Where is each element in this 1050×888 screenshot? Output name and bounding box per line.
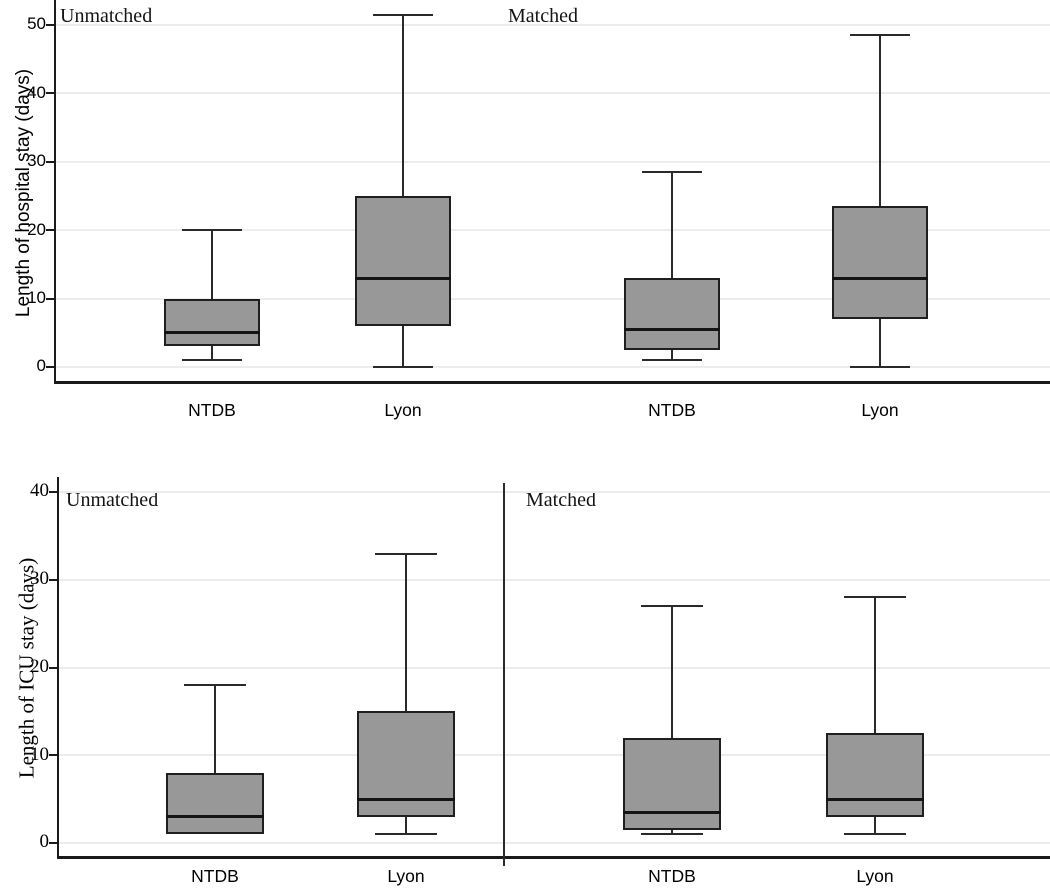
icu-gridline <box>59 491 1050 494</box>
hospital-y-tick-label: 40 <box>27 82 46 102</box>
icu-upper-whisker-cap <box>641 605 703 608</box>
icu-gridline <box>59 754 1050 757</box>
icu-lower-whisker-line <box>671 829 673 835</box>
hospital-y-tickmark <box>46 92 55 95</box>
hospital-gridline <box>56 160 1050 163</box>
hospital-lower-whisker-line <box>402 325 404 367</box>
hospital-upper-whisker-line <box>211 230 213 299</box>
icu-box-unmatched-ntdb <box>166 772 264 835</box>
hospital-upper-whisker-cap <box>182 229 242 232</box>
panel-label-matched-hospital: Matched <box>508 5 578 27</box>
panel-label-unmatched-hospital: Unmatched <box>60 5 153 27</box>
hospital-median-line <box>624 327 720 331</box>
icu-gridline <box>59 578 1050 581</box>
icu-gridline <box>59 666 1050 669</box>
hospital-y-tick-label: 30 <box>27 151 46 171</box>
hospital-y-tick-label: 20 <box>27 219 46 239</box>
icu-median-line <box>166 815 264 819</box>
hospital-y-tickmark <box>46 160 55 163</box>
icu-y-tickmark <box>49 754 58 757</box>
hospital-y-tickmark <box>46 229 55 232</box>
icu-upper-whisker-cap <box>184 684 246 687</box>
hospital-category-label: Lyon <box>384 400 422 420</box>
hospital-upper-whisker-cap <box>642 171 702 174</box>
icu-box-unmatched-lyon <box>357 711 455 817</box>
icu-upper-whisker-cap <box>375 552 437 555</box>
hospital-gridline <box>56 229 1050 232</box>
icu-upper-whisker-cap <box>844 596 906 599</box>
hospital-upper-whisker-line <box>879 35 881 207</box>
icu-median-line <box>357 797 455 801</box>
icu-upper-whisker-line <box>874 597 876 734</box>
icu-lower-whisker-cap <box>844 833 906 836</box>
icu-lower-whisker-cap <box>641 833 703 836</box>
icu-y-tick-label: 40 <box>30 480 49 502</box>
hospital-y-tick-label: 50 <box>27 14 46 34</box>
icu-lower-whisker-line <box>874 816 876 835</box>
hospital-lower-whisker-line <box>211 346 213 361</box>
icu-category-label: Lyon <box>387 866 425 886</box>
hospital-y-tick-label: 0 <box>36 356 46 376</box>
hospital-category-label: Lyon <box>861 400 899 420</box>
y-axis-label-hospital: Length of hospital stay (days) <box>13 68 34 318</box>
icu-y-tick-label: 20 <box>30 655 49 677</box>
icu-y-tickmark <box>49 491 58 494</box>
icu-category-label: Lyon <box>856 866 894 886</box>
hospital-lower-whisker-cap <box>642 359 702 362</box>
hospital-gridline <box>56 24 1050 26</box>
hospital-upper-whisker-line <box>671 172 673 279</box>
hospital-lower-whisker-line <box>671 349 673 361</box>
hospital-y-tick-label: 10 <box>27 288 46 308</box>
panel-label-unmatched-icu: Unmatched <box>66 489 159 511</box>
hospital-y-tickmark <box>46 297 55 300</box>
icu-box-matched-ntdb <box>623 737 721 830</box>
icu-panel-divider <box>503 483 505 866</box>
hospital-box-matched-ntdb <box>624 278 720 350</box>
icu-median-line <box>826 797 924 801</box>
icu-lower-whisker-line <box>405 816 407 835</box>
hospital-box-unmatched-lyon <box>355 196 451 326</box>
hospital-y-tickmark <box>46 24 55 26</box>
hospital-gridline <box>56 92 1050 95</box>
icu-upper-whisker-line <box>671 606 673 738</box>
hospital-lower-whisker-cap <box>850 366 910 368</box>
icu-x-axis-line <box>57 856 1050 859</box>
hospital-gridline <box>56 297 1050 300</box>
icu-y-tickmark <box>49 842 58 844</box>
icu-upper-whisker-line <box>405 553 407 712</box>
hospital-x-axis-line <box>54 381 1050 384</box>
icu-category-label: NTDB <box>191 866 239 886</box>
hospital-lower-whisker-line <box>879 319 881 367</box>
hospital-category-label: NTDB <box>188 400 236 420</box>
icu-y-tickmark <box>49 578 58 581</box>
icu-median-line <box>623 810 721 814</box>
hospital-category-label: NTDB <box>648 400 696 420</box>
hospital-median-line <box>355 276 451 280</box>
icu-lower-whisker-cap <box>375 833 437 836</box>
icu-gridline <box>59 842 1050 844</box>
hospital-lower-whisker-cap <box>373 366 433 368</box>
icu-y-tickmark <box>49 666 58 669</box>
icu-upper-whisker-line <box>214 685 216 773</box>
hospital-upper-whisker-cap <box>850 34 910 37</box>
icu-y-tick-label: 10 <box>30 743 49 765</box>
icu-y-tick-label: 0 <box>39 831 50 853</box>
hospital-y-tickmark <box>46 366 55 368</box>
hospital-y-axis-line <box>54 0 56 383</box>
hospital-lower-whisker-cap <box>182 359 242 362</box>
icu-category-label: NTDB <box>648 866 696 886</box>
hospital-gridline <box>56 366 1050 368</box>
hospital-box-unmatched-ntdb <box>164 298 260 347</box>
icu-y-axis-line <box>57 477 59 858</box>
panel-label-matched-icu: Matched <box>526 489 596 511</box>
icu-y-tick-label: 30 <box>30 568 49 590</box>
hospital-upper-whisker-cap <box>373 13 433 16</box>
hospital-median-line <box>164 331 260 335</box>
icu-box-matched-lyon <box>826 733 924 817</box>
hospital-median-line <box>832 276 928 280</box>
hospital-box-matched-lyon <box>832 206 928 320</box>
hospital-upper-whisker-line <box>402 14 404 196</box>
